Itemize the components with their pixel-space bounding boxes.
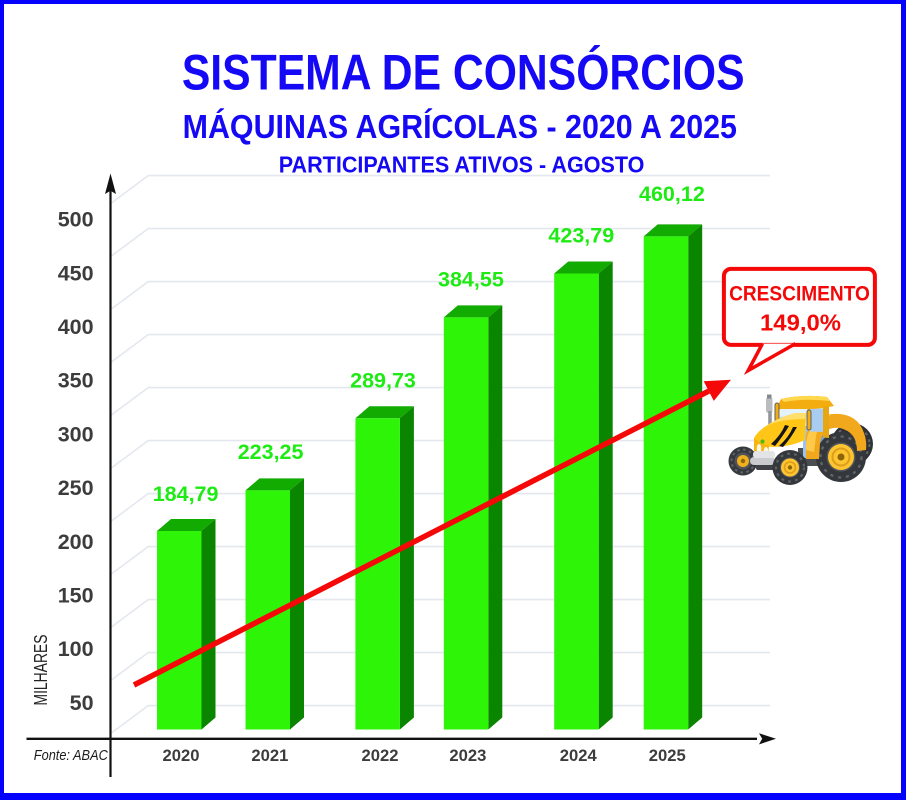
svg-text:223,25: 223,25 <box>238 440 304 464</box>
svg-text:2022: 2022 <box>362 747 399 765</box>
svg-text:2024: 2024 <box>560 747 598 765</box>
svg-text:2025: 2025 <box>649 747 686 765</box>
svg-text:MILHARES: MILHARES <box>30 635 51 706</box>
svg-text:SISTEMA DE CONSÓRCIOS: SISTEMA DE CONSÓRCIOS <box>182 45 745 101</box>
svg-text:200: 200 <box>58 530 94 554</box>
svg-text:460,12: 460,12 <box>639 182 705 206</box>
svg-text:289,73: 289,73 <box>350 368 416 392</box>
svg-text:350: 350 <box>58 369 94 393</box>
svg-text:150: 150 <box>58 584 94 608</box>
svg-text:250: 250 <box>58 476 94 500</box>
svg-text:2023: 2023 <box>449 747 486 765</box>
svg-text:Fonte: ABAC: Fonte: ABAC <box>34 748 108 764</box>
svg-text:2020: 2020 <box>163 747 200 765</box>
svg-text:50: 50 <box>70 691 94 715</box>
svg-text:184,79: 184,79 <box>153 482 219 506</box>
svg-text:2021: 2021 <box>251 747 288 765</box>
svg-text:423,79: 423,79 <box>548 224 614 248</box>
svg-text:400: 400 <box>58 315 94 339</box>
svg-text:MÁQUINAS AGRÍCOLAS - 2020 A 20: MÁQUINAS AGRÍCOLAS - 2020 A 2025 <box>183 108 737 145</box>
svg-text:384,55: 384,55 <box>438 267 504 291</box>
svg-text:CRESCIMENTO: CRESCIMENTO <box>729 283 870 306</box>
svg-text:300: 300 <box>58 422 94 446</box>
svg-text:149,0%: 149,0% <box>760 310 841 336</box>
svg-text:450: 450 <box>58 261 94 285</box>
svg-text:PARTICIPANTES ATIVOS - AGOSTO: PARTICIPANTES ATIVOS - AGOSTO <box>279 151 645 177</box>
svg-text:100: 100 <box>58 637 94 661</box>
svg-text:500: 500 <box>58 208 94 232</box>
